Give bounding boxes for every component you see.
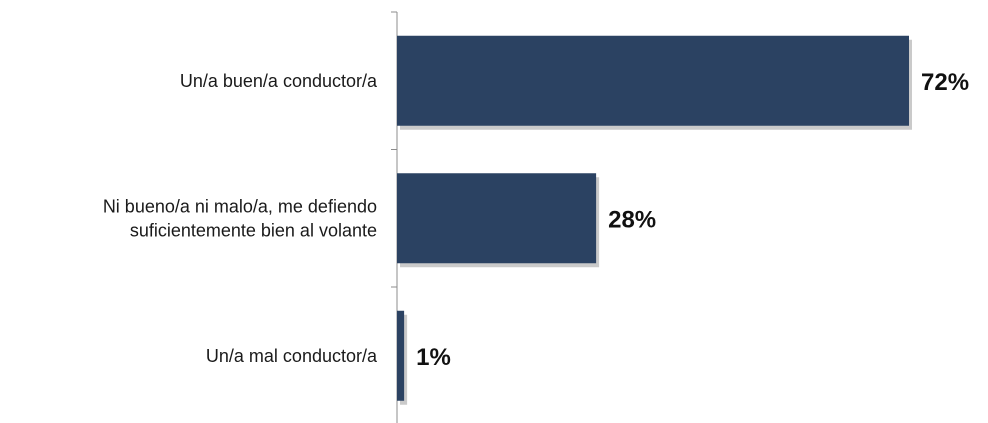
category-label-line: Un/a buen/a conductor/a [180,71,378,91]
labels-layer: 72% Un/a buen/a conductor/a 28% Ni bueno/a … [103,69,969,371]
data-label: 1% [416,344,451,371]
bar [397,310,405,401]
category-label-line: suficientemente bien al volante [130,220,377,240]
data-label: 28% [608,206,656,233]
category-label: Un/a mal conductor/a [206,346,378,366]
bar [397,35,909,126]
category-label-line: Ni bueno/a ni malo/a, me defiendo [103,196,377,216]
bars-layer [397,35,912,405]
bar [397,173,597,264]
category-label-line: Un/a mal conductor/a [206,346,378,366]
category-label: Un/a buen/a conductor/a [180,71,378,91]
axis-layer [391,11,398,423]
data-label: 72% [921,69,969,96]
category-label: Ni bueno/a ni malo/a, me defiendo suficie… [103,196,377,240]
